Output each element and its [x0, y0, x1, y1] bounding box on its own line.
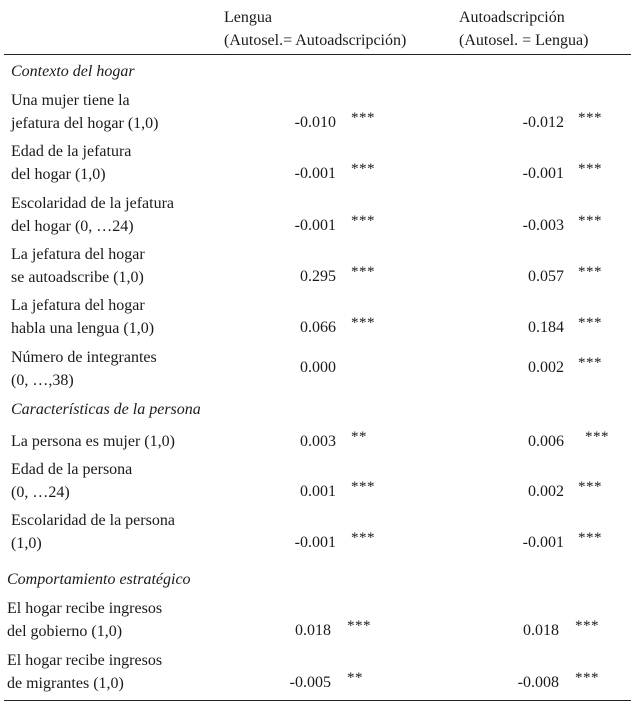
significance-lengua: ***: [351, 213, 375, 229]
significance-autoadscripcion: ***: [585, 429, 609, 445]
header-rule: [4, 54, 631, 55]
value-autoadscripcion: -0.008: [517, 674, 559, 691]
significance-lengua: ***: [351, 479, 375, 495]
significance-autoadscripcion: ***: [578, 213, 602, 229]
column-header-autoadscripcion: Autoadscripción (Autosel. = Lengua): [459, 6, 588, 52]
significance-autoadscripcion: ***: [578, 315, 602, 331]
significance-lengua: ***: [351, 264, 375, 280]
row-label: La jefatura del hogar se autoadscribe (1,…: [11, 246, 145, 286]
value-lengua: -0.001: [294, 165, 336, 182]
row-label: Escolaridad de la jefatura del hogar (0, …: [11, 195, 175, 235]
row-label: Escolaridad de la persona (1,0): [11, 512, 175, 552]
significance-lengua: **: [351, 429, 367, 445]
value-autoadscripcion: 0.184: [528, 319, 564, 336]
significance-autoadscripcion: ***: [575, 670, 599, 686]
value-lengua: -0.001: [294, 534, 336, 551]
bottom-rule: [4, 700, 631, 701]
column-header-autoadscripcion-subtitle: (Autosel. = Lengua): [459, 32, 589, 49]
value-lengua: -0.010: [294, 114, 336, 131]
significance-autoadscripcion: ***: [578, 530, 602, 546]
significance-autoadscripcion: ***: [578, 479, 602, 495]
value-lengua: 0.066: [300, 319, 336, 336]
row-label: Número de integrantes (0, …,38): [11, 349, 157, 389]
value-autoadscripcion: -0.001: [522, 534, 564, 551]
value-lengua: 0.001: [300, 483, 336, 500]
value-autoadscripcion: -0.012: [522, 114, 564, 131]
significance-lengua: ***: [351, 315, 375, 331]
column-header-lengua: Lengua (Autosel.= Autoadscripción): [224, 6, 406, 52]
column-header-autoadscripcion-title: Autoadscripción: [459, 9, 565, 26]
row-label: La persona es mujer (1,0): [11, 433, 175, 450]
value-autoadscripcion: 0.057: [528, 268, 564, 285]
value-lengua: 0.295: [300, 268, 336, 285]
significance-lengua: ***: [351, 161, 375, 177]
row-label: Una mujer tiene la jefatura del hogar (1,…: [11, 92, 159, 132]
row-label: La jefatura del hogar habla una lengua (1…: [11, 297, 155, 337]
value-lengua: 0.018: [295, 622, 331, 639]
value-lengua: -0.005: [289, 674, 331, 691]
significance-autoadscripcion: ***: [578, 355, 602, 371]
significance-lengua: ***: [351, 530, 375, 546]
significance-autoadscripcion: ***: [578, 161, 602, 177]
value-lengua: 0.003: [300, 433, 336, 450]
value-lengua: 0.000: [300, 359, 336, 376]
column-header-lengua-subtitle: (Autosel.= Autoadscripción): [224, 32, 407, 49]
row-label: Edad de la persona (0, …24): [11, 461, 133, 501]
significance-lengua: **: [347, 670, 363, 686]
significance-lengua: ***: [351, 110, 375, 126]
significance-lengua: ***: [347, 618, 371, 634]
row-label: Edad de la jefatura del hogar (1,0): [11, 143, 132, 183]
section-title-persona: Características de la persona: [11, 401, 201, 418]
value-autoadscripcion: 0.002: [528, 483, 564, 500]
value-lengua: -0.001: [294, 217, 336, 234]
value-autoadscripcion: 0.018: [523, 622, 559, 639]
significance-autoadscripcion: ***: [578, 264, 602, 280]
column-header-lengua-title: Lengua: [224, 9, 272, 26]
significance-autoadscripcion: ***: [575, 618, 599, 634]
value-autoadscripcion: 0.002: [528, 359, 564, 376]
significance-autoadscripcion: ***: [578, 110, 602, 126]
value-autoadscripcion: 0.006: [528, 433, 564, 450]
section-title-comportamiento: Comportamiento estratégico: [7, 571, 191, 588]
section-title-contexto: Contexto del hogar: [11, 63, 135, 80]
value-autoadscripcion: -0.001: [522, 165, 564, 182]
value-autoadscripcion: -0.003: [522, 217, 564, 234]
row-label: El hogar recibe ingresos del gobierno (1,…: [7, 600, 163, 640]
row-label: El hogar recibe ingresos de migrantes (1,…: [7, 652, 163, 692]
